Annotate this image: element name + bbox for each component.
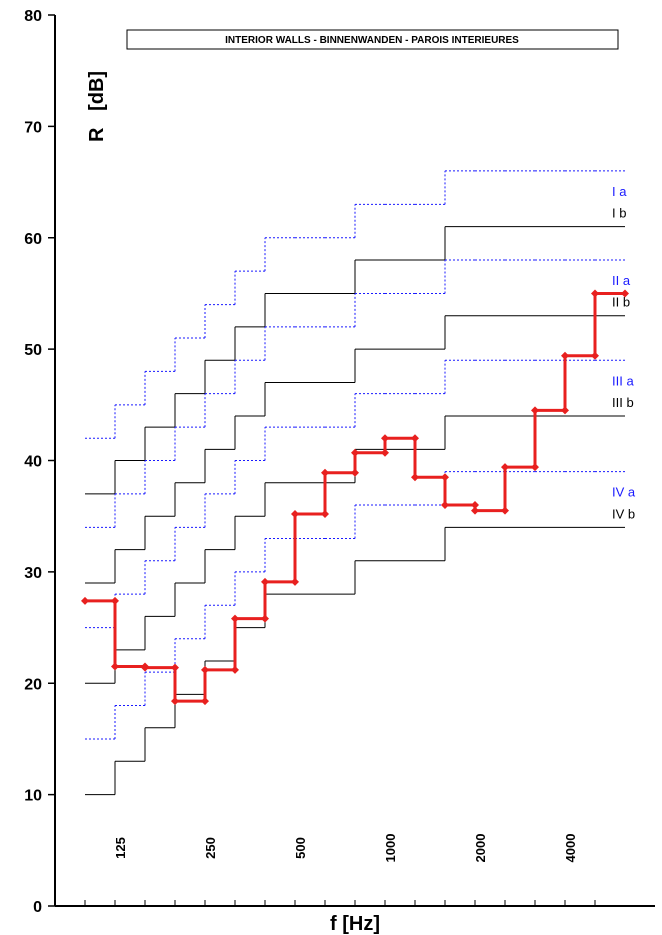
y-tick-label: 20 bbox=[24, 676, 42, 693]
x-axis-label: f [Hz] bbox=[330, 913, 380, 935]
data-marker bbox=[531, 463, 539, 472]
x-tick-label: 250 bbox=[203, 837, 218, 859]
series-label: II b bbox=[612, 295, 630, 310]
data-marker bbox=[111, 596, 119, 605]
data-marker bbox=[171, 663, 179, 672]
y-tick-label: 60 bbox=[24, 231, 42, 248]
data-marker bbox=[531, 406, 539, 415]
data-marker bbox=[561, 351, 569, 360]
data-marker bbox=[111, 662, 119, 671]
data-marker bbox=[351, 448, 359, 457]
data-marker bbox=[441, 473, 449, 482]
series-label: IV a bbox=[612, 485, 636, 500]
x-tick-label: 500 bbox=[293, 837, 308, 859]
y-tick-label: 0 bbox=[33, 899, 42, 916]
data-marker bbox=[471, 501, 479, 510]
data-marker bbox=[351, 468, 359, 477]
series-label: I a bbox=[612, 184, 627, 199]
y-tick-label: 80 bbox=[24, 8, 42, 25]
data-marker bbox=[471, 506, 479, 515]
chart-title: INTERIOR WALLS - BINNENWANDEN - PAROIS I… bbox=[225, 35, 519, 46]
data-marker bbox=[621, 289, 629, 298]
data-marker bbox=[501, 463, 509, 472]
data-marker bbox=[411, 473, 419, 482]
y-tick-label: 40 bbox=[24, 454, 42, 471]
y-tick-label: 10 bbox=[24, 788, 42, 805]
y-tick-label: 30 bbox=[24, 565, 42, 582]
series-label: III b bbox=[612, 395, 634, 410]
data-marker bbox=[81, 596, 89, 605]
data-marker bbox=[321, 468, 329, 477]
y-tick-label: 50 bbox=[24, 342, 42, 359]
x-tick-label: 125 bbox=[113, 837, 128, 859]
y-tick-label: 70 bbox=[24, 119, 42, 136]
x-tick-label: 4000 bbox=[563, 834, 578, 863]
data-marker bbox=[561, 406, 569, 415]
data-marker bbox=[381, 448, 389, 457]
data-marker bbox=[381, 434, 389, 443]
data-marker bbox=[291, 509, 299, 518]
series-label: I b bbox=[612, 206, 626, 221]
data-marker bbox=[231, 665, 239, 674]
data-marker bbox=[171, 697, 179, 706]
data-marker bbox=[201, 665, 209, 674]
data-marker bbox=[321, 509, 329, 518]
data-marker bbox=[231, 614, 239, 623]
x-tick-label: 2000 bbox=[473, 834, 488, 863]
data-marker bbox=[261, 577, 269, 586]
data-marker bbox=[201, 697, 209, 706]
title-box bbox=[126, 29, 619, 50]
data-marker bbox=[591, 351, 599, 360]
data-marker bbox=[411, 434, 419, 443]
x-tick-label: 1000 bbox=[383, 834, 398, 863]
data-marker bbox=[261, 614, 269, 623]
data-marker bbox=[591, 289, 599, 298]
y-axis-label: R [dB] bbox=[86, 71, 108, 142]
data-marker bbox=[441, 501, 449, 510]
series-label: II a bbox=[612, 273, 631, 288]
data-marker bbox=[501, 506, 509, 515]
series-label: IV b bbox=[612, 506, 635, 521]
data-marker bbox=[141, 663, 149, 672]
series-label: III a bbox=[612, 373, 634, 388]
data-marker bbox=[291, 577, 299, 586]
